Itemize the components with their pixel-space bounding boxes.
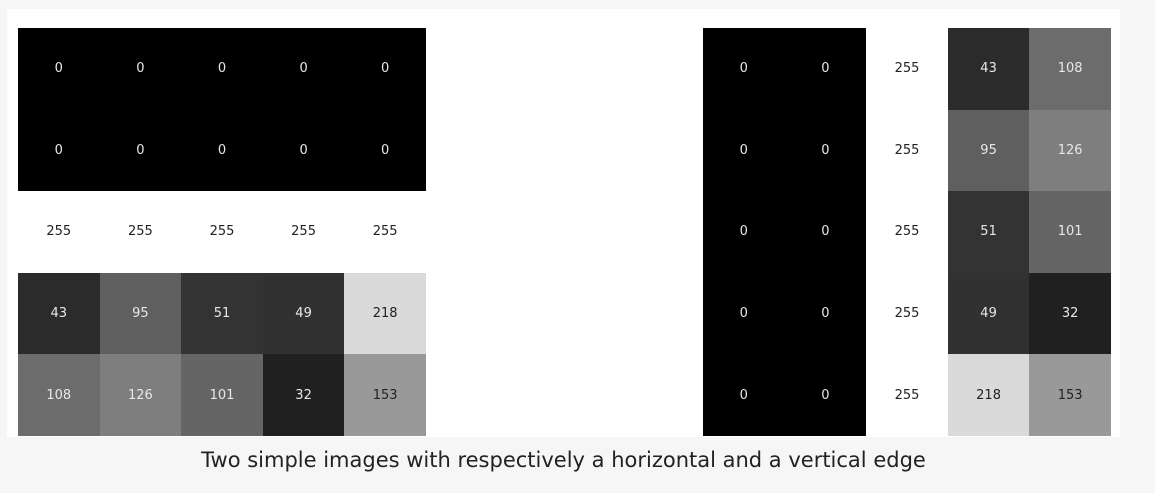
pixel-cell: 0 <box>18 109 100 192</box>
pixel-cell: 32 <box>262 354 345 436</box>
pixel-cell: 0 <box>784 191 867 273</box>
pixel-cell: 255 <box>344 191 426 273</box>
pixel-cell: 126 <box>1029 109 1111 192</box>
pixel-cell: 43 <box>947 28 1030 110</box>
vertical-edge-image: 0 0 255 43 108 0 0 255 95 126 0 0 255 51 101 0 0 255 49 32 0… <box>703 28 1111 436</box>
horizontal-edge-image: 0 0 0 0 0 0 0 0 0 0 255 255 255 255 255 43 95 51 49 218 108 1… <box>18 28 426 436</box>
pixel-cell: 255 <box>866 272 948 355</box>
pixel-cell: 255 <box>262 191 345 273</box>
pixel-cell: 126 <box>99 354 182 436</box>
pixel-cell: 0 <box>703 272 785 355</box>
pixel-cell: 51 <box>181 272 263 355</box>
pixel-cell: 0 <box>784 28 867 110</box>
pixel-cell: 218 <box>947 354 1030 436</box>
pixel-cell: 0 <box>703 109 785 192</box>
pixel-cell: 218 <box>344 272 426 355</box>
pixel-cell: 101 <box>1029 191 1111 273</box>
pixel-cell: 0 <box>784 109 867 192</box>
pixel-cell: 0 <box>99 28 182 110</box>
pixel-cell: 0 <box>18 28 100 110</box>
pixel-cell: 255 <box>99 191 182 273</box>
pixel-cell: 108 <box>18 354 100 436</box>
pixel-cell: 255 <box>866 28 948 110</box>
pixel-cell: 153 <box>344 354 426 436</box>
pixel-cell: 0 <box>703 191 785 273</box>
pixel-cell: 43 <box>18 272 100 355</box>
pixel-cell: 95 <box>99 272 182 355</box>
pixel-cell: 49 <box>262 272 345 355</box>
pixel-cell: 101 <box>181 354 263 436</box>
pixel-cell: 0 <box>181 109 263 192</box>
pixel-cell: 0 <box>784 354 867 436</box>
pixel-cell: 0 <box>344 28 426 110</box>
pixel-cell: 255 <box>181 191 263 273</box>
pixel-cell: 49 <box>947 272 1030 355</box>
pixel-cell: 51 <box>947 191 1030 273</box>
pixel-cell: 0 <box>784 272 867 355</box>
pixel-cell: 0 <box>262 28 345 110</box>
pixel-cell: 0 <box>181 28 263 110</box>
pixel-cell: 95 <box>947 109 1030 192</box>
figure-caption: Two simple images with respectively a ho… <box>201 448 926 472</box>
pixel-cell: 32 <box>1029 272 1111 355</box>
pixel-cell: 108 <box>1029 28 1111 110</box>
pixel-cell: 0 <box>703 354 785 436</box>
pixel-cell: 255 <box>866 109 948 192</box>
pixel-cell: 255 <box>866 191 948 273</box>
pixel-cell: 0 <box>703 28 785 110</box>
pixel-cell: 153 <box>1029 354 1111 436</box>
pixel-cell: 0 <box>344 109 426 192</box>
figure-panel: 0 0 0 0 0 0 0 0 0 0 255 255 255 255 255 43 95 51 49 218 108 1… <box>7 9 1120 437</box>
pixel-cell: 255 <box>866 354 948 436</box>
pixel-cell: 0 <box>99 109 182 192</box>
pixel-cell: 0 <box>262 109 345 192</box>
pixel-cell: 255 <box>18 191 100 273</box>
